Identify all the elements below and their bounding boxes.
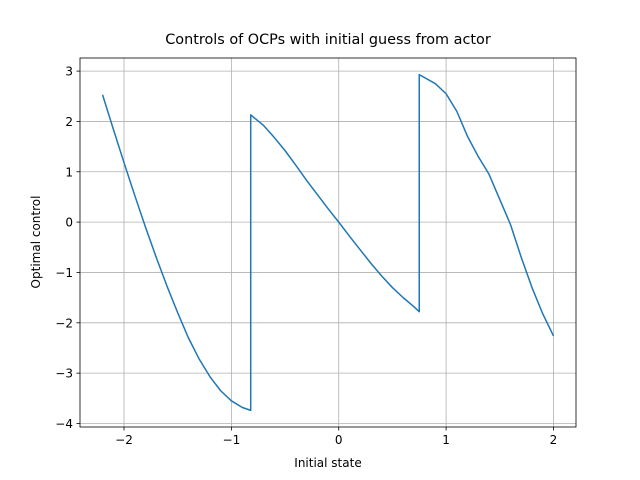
y-tick-label: 0 xyxy=(65,216,73,230)
y-tick-label: −4 xyxy=(55,417,73,431)
y-axis-label: Optimal control xyxy=(29,196,43,289)
x-tick-label: 1 xyxy=(442,433,450,447)
y-tick-label: 3 xyxy=(65,65,73,79)
x-tick-label: 2 xyxy=(550,433,558,447)
y-tick-label: −2 xyxy=(55,316,73,330)
plot-frame xyxy=(79,57,577,428)
x-tick-label: −2 xyxy=(115,433,133,447)
x-tick-label: 0 xyxy=(335,433,343,447)
x-axis-label: Initial state xyxy=(294,456,361,470)
data-line xyxy=(101,73,555,412)
y-tick-label: −1 xyxy=(55,266,73,280)
y-tick-label: −3 xyxy=(55,367,73,381)
y-tick-label: 2 xyxy=(65,115,73,129)
x-tick-label: −1 xyxy=(223,433,241,447)
y-tick-label: 1 xyxy=(65,165,73,179)
chart-title: Controls of OCPs with initial guess from… xyxy=(165,32,491,48)
